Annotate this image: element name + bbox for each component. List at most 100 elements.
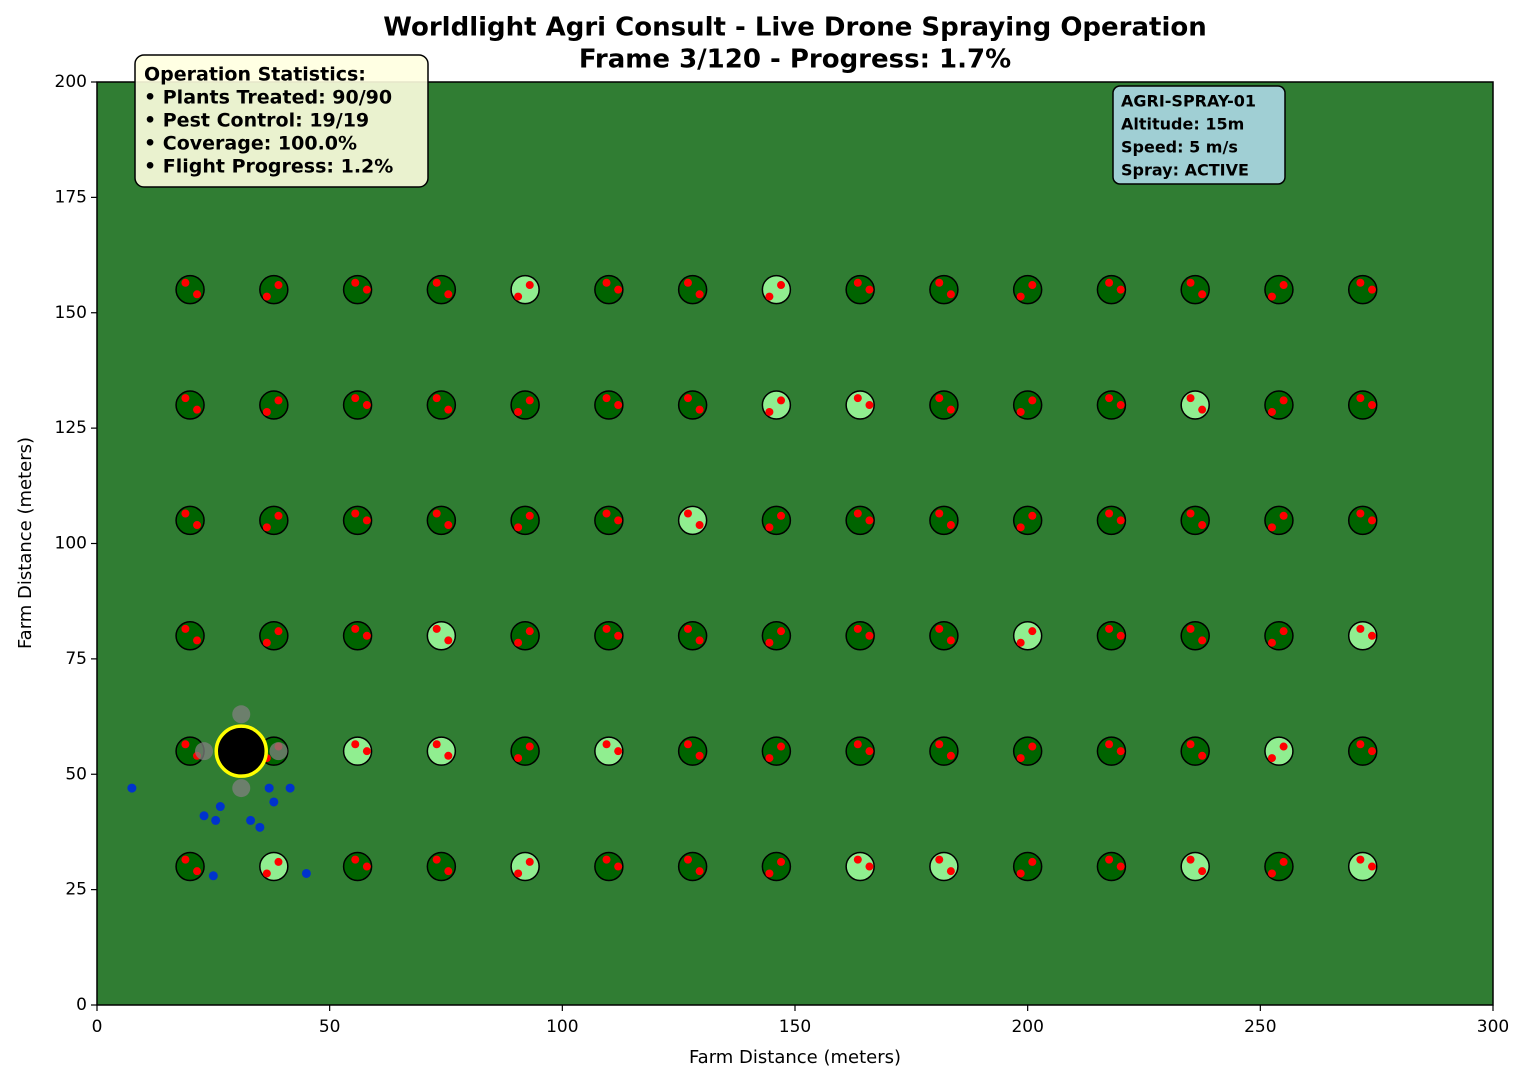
pest	[351, 855, 360, 864]
pest	[1267, 869, 1276, 878]
pest	[1186, 855, 1195, 864]
pest	[1116, 862, 1125, 871]
pest	[351, 394, 360, 403]
pest	[262, 407, 271, 416]
plant	[1180, 390, 1210, 420]
plant	[175, 621, 205, 651]
plant	[1264, 851, 1294, 882]
y-tick-label: 200	[55, 72, 87, 92]
plant	[342, 390, 373, 420]
pest	[1198, 290, 1207, 299]
pest	[1368, 516, 1377, 525]
pest	[181, 855, 190, 864]
pest	[514, 292, 523, 301]
pest	[1016, 407, 1025, 416]
pest	[1356, 855, 1365, 864]
stats-line: • Pest Control: 19/19	[144, 110, 369, 132]
plant	[175, 505, 205, 536]
pest	[193, 867, 202, 876]
plant	[594, 274, 624, 305]
pest	[614, 862, 623, 871]
plant	[594, 505, 624, 536]
pest	[946, 521, 955, 530]
plant	[175, 274, 205, 305]
pest	[1016, 523, 1025, 532]
pest	[1356, 740, 1365, 749]
spray-droplet	[285, 783, 295, 793]
plant	[510, 274, 540, 305]
pest	[1279, 281, 1288, 290]
pest	[602, 855, 611, 864]
stats-line: • Flight Progress: 1.2%	[144, 156, 393, 178]
pest	[765, 869, 774, 878]
plant	[510, 390, 540, 420]
plant	[594, 621, 624, 651]
pest	[274, 396, 283, 405]
pest	[514, 407, 523, 416]
pest	[853, 509, 862, 518]
pest	[1198, 636, 1207, 645]
plant	[845, 851, 875, 882]
pest	[351, 624, 360, 633]
plant	[1180, 851, 1210, 882]
plot-background	[97, 82, 1493, 1005]
pest	[1368, 401, 1377, 410]
pest	[1016, 638, 1025, 647]
stats-line: • Coverage: 100.0%	[144, 133, 357, 155]
pest	[181, 394, 190, 403]
plant	[761, 851, 792, 882]
x-tick-label: 100	[546, 1017, 578, 1037]
pest	[1267, 523, 1276, 532]
plant	[175, 390, 205, 420]
pest	[262, 869, 271, 878]
pest	[274, 857, 283, 866]
x-tick-label: 150	[779, 1017, 811, 1037]
pest	[602, 278, 611, 287]
rotor	[232, 779, 251, 798]
pest	[777, 511, 786, 520]
pest	[1356, 394, 1365, 403]
plant	[1347, 505, 1378, 536]
pest	[1028, 742, 1037, 751]
pest	[444, 521, 453, 530]
plant	[1180, 621, 1210, 651]
pest	[1105, 394, 1114, 403]
pest	[695, 751, 704, 760]
plant	[929, 390, 959, 420]
pest	[444, 867, 453, 876]
plant	[594, 851, 624, 882]
stats-line: • Plants Treated: 90/90	[144, 87, 392, 109]
pest	[1279, 857, 1288, 866]
pest	[614, 747, 623, 756]
spray-droplet	[264, 783, 274, 793]
pest	[1368, 747, 1377, 756]
pest	[181, 278, 190, 287]
pest	[274, 281, 283, 290]
pest	[1267, 754, 1276, 763]
pest	[362, 516, 371, 525]
pest	[695, 867, 704, 876]
pest	[946, 405, 955, 414]
pest	[946, 636, 955, 645]
pest	[935, 394, 944, 403]
pest	[193, 521, 202, 530]
drone-line: Spray: ACTIVE	[1121, 161, 1249, 180]
pest	[262, 292, 271, 301]
pest	[765, 523, 774, 532]
pest	[935, 624, 944, 633]
pest	[1279, 511, 1288, 520]
pest	[1028, 396, 1037, 405]
pest	[865, 516, 874, 525]
pest	[181, 740, 190, 749]
pest	[193, 290, 202, 299]
pest	[362, 285, 371, 294]
pest	[1279, 627, 1288, 636]
pest	[1016, 292, 1025, 301]
pest	[865, 401, 874, 410]
plant	[761, 736, 792, 766]
pest	[1105, 624, 1114, 633]
plant	[1096, 390, 1127, 420]
spray-droplet	[269, 797, 279, 807]
plant	[677, 390, 708, 420]
